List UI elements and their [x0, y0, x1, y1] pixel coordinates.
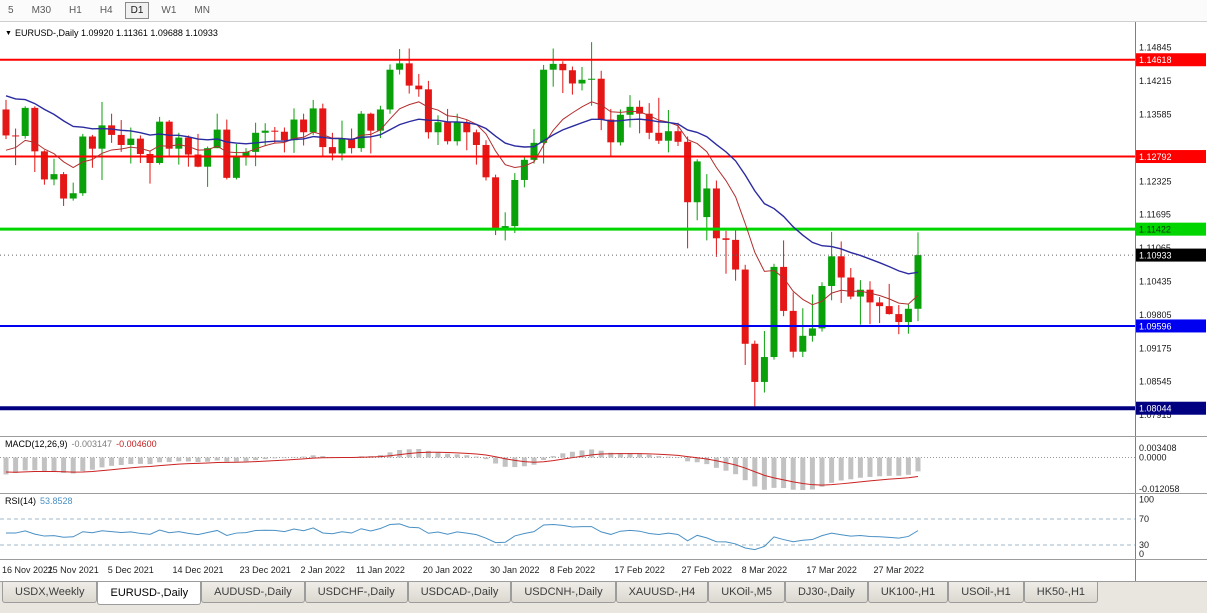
chart-tab-usoil-h1[interactable]: USOil-,H1 — [948, 582, 1024, 603]
svg-text:1.10435: 1.10435 — [1139, 276, 1172, 286]
chart-tab-dj30-daily[interactable]: DJ30-,Daily — [784, 582, 868, 603]
svg-text:1.14618: 1.14618 — [1139, 55, 1172, 65]
macd-histogram — [3, 449, 921, 490]
macd-panel: MACD(12,26,9) -0.003147 -0.004600 0.003408… — [0, 436, 1207, 493]
svg-text:1.08545: 1.08545 — [1139, 377, 1172, 387]
main-chart-panel[interactable]: ▼ EURUSD-,Daily 1.09920 1.11361 1.09688 1… — [0, 22, 1207, 436]
timeframe-toolbar: 5 M30 H1 H4 D1 W1 MN — [0, 0, 1207, 22]
timeframe-button-m30[interactable]: M30 — [31, 5, 52, 16]
svg-text:1.07915: 1.07915 — [1139, 410, 1172, 420]
svg-text:17 Mar 2022: 17 Mar 2022 — [806, 565, 857, 575]
chart-tab-eurusd-daily[interactable]: EURUSD-,Daily — [97, 582, 202, 605]
svg-text:1.09805: 1.09805 — [1139, 310, 1172, 320]
horizontal-lines — [0, 58, 1135, 411]
svg-text:1.11695: 1.11695 — [1139, 210, 1171, 220]
chart-tab-uk100-h1[interactable]: UK100-,H1 — [867, 582, 949, 603]
svg-text:1.12325: 1.12325 — [1139, 176, 1172, 186]
chart-tab-hk50-h1[interactable]: HK50-,H1 — [1023, 582, 1099, 603]
svg-text:1.09596: 1.09596 — [1139, 321, 1172, 331]
svg-text:1.10933: 1.10933 — [1139, 251, 1172, 261]
rsi-panel: RSI(14) 53.8528 100 70 30 0 — [0, 493, 1207, 559]
timeframe-button-h1[interactable]: H1 — [69, 5, 82, 16]
chart-tab-ukoil-m5[interactable]: UKOil-,M5 — [708, 582, 785, 603]
svg-text:20 Jan 2022: 20 Jan 2022 — [423, 565, 473, 575]
moving-average-lines — [5, 95, 919, 306]
svg-text:0.0000: 0.0000 — [1139, 452, 1167, 462]
timeframe-button-w1[interactable]: W1 — [161, 5, 177, 16]
timeframe-button-5[interactable]: 5 — [8, 5, 14, 16]
chart-symbol-header: ▼ EURUSD-,Daily 1.09920 1.11361 1.09688 1… — [5, 28, 218, 38]
timeframe-button-d1[interactable]: D1 — [124, 2, 150, 19]
svg-text:8 Feb 2022: 8 Feb 2022 — [550, 565, 596, 575]
macd-label: MACD(12,26,9) — [5, 439, 68, 449]
svg-text:11 Jan 2022: 11 Jan 2022 — [356, 565, 405, 575]
price-axis: 1.14845 1.14215 1.13585 1.12325 1.11695 1.110… — [1135, 22, 1206, 436]
symbol-ohlc-label: EURUSD-,Daily 1.09920 1.11361 1.09688 1.… — [14, 28, 218, 38]
svg-text:5 Dec 2021: 5 Dec 2021 — [108, 565, 154, 575]
price-chart[interactable]: 1.14845 1.14215 1.13585 1.12325 1.11695 1.110… — [0, 22, 1207, 436]
svg-text:1.11422: 1.11422 — [1139, 225, 1171, 235]
time-axis: 16 Nov 2021 25 Nov 2021 5 Dec 2021 14 Dec 2… — [0, 559, 1207, 581]
svg-text:2 Jan 2022: 2 Jan 2022 — [301, 565, 346, 575]
svg-text:1.08044: 1.08044 — [1139, 404, 1172, 414]
svg-text:1.12792: 1.12792 — [1139, 152, 1172, 162]
svg-text:70: 70 — [1139, 514, 1149, 524]
macd-value-signal: -0.004600 — [116, 439, 157, 449]
svg-text:17 Feb 2022: 17 Feb 2022 — [614, 565, 665, 575]
svg-text:16 Nov 2021: 16 Nov 2021 — [2, 565, 53, 575]
chart-tab-usdx-weekly[interactable]: USDX,Weekly — [2, 582, 98, 603]
svg-text:0.003408: 0.003408 — [1139, 443, 1177, 453]
svg-text:8 Mar 2022: 8 Mar 2022 — [742, 565, 788, 575]
rsi-header: RSI(14) 53.8528 — [5, 496, 77, 506]
chart-tab-xauusd-h4[interactable]: XAUUSD-,H4 — [615, 582, 709, 603]
svg-text:1.14845: 1.14845 — [1139, 43, 1172, 53]
svg-text:30 Jan 2022: 30 Jan 2022 — [490, 565, 540, 575]
macd-header: MACD(12,26,9) -0.003147 -0.004600 — [5, 439, 161, 449]
chart-tab-audusd-daily[interactable]: AUDUSD-,Daily — [201, 582, 305, 603]
rsi-value: 53.8528 — [40, 496, 73, 506]
chart-tab-usdchf-daily[interactable]: USDCHF-,Daily — [304, 582, 408, 603]
svg-text:1.11065: 1.11065 — [1139, 243, 1171, 253]
macd-signal-line — [5, 451, 919, 486]
rsi-line — [5, 523, 919, 551]
timeframe-button-h4[interactable]: H4 — [99, 5, 113, 16]
svg-text:0: 0 — [1139, 549, 1144, 559]
rsi-chart: 100 70 300 — [0, 494, 1154, 559]
symbol-dropdown-icon[interactable]: ▼ — [5, 30, 12, 37]
timeframe-button-mn[interactable]: MN — [194, 5, 210, 16]
svg-text:30: 30 — [1139, 540, 1149, 550]
chart-tab-usdcad-daily[interactable]: USDCAD-,Daily — [407, 582, 512, 603]
candles — [2, 42, 922, 408]
svg-text:1.14215: 1.14215 — [1139, 76, 1172, 86]
svg-text:-0.012058: -0.012058 — [1139, 484, 1180, 493]
svg-text:25 Nov 2021: 25 Nov 2021 — [48, 565, 99, 575]
svg-text:23 Dec 2021: 23 Dec 2021 — [240, 565, 291, 575]
rsi-label: RSI(14) — [5, 496, 37, 506]
svg-text:1.13585: 1.13585 — [1139, 110, 1172, 120]
svg-text:27 Mar 2022: 27 Mar 2022 — [874, 565, 925, 575]
svg-text:100: 100 — [1139, 495, 1154, 505]
svg-text:14 Dec 2021: 14 Dec 2021 — [172, 565, 223, 575]
chart-tab-usdcnh-daily[interactable]: USDCNH-,Daily — [511, 582, 616, 603]
macd-value-main: -0.003147 — [71, 439, 113, 449]
svg-text:27 Feb 2022: 27 Feb 2022 — [682, 565, 733, 575]
chart-tabs-bar: USDX,Weekly EURUSD-,Daily AUDUSD-,Daily USD… — [0, 581, 1207, 613]
svg-text:1.09175: 1.09175 — [1139, 343, 1172, 353]
